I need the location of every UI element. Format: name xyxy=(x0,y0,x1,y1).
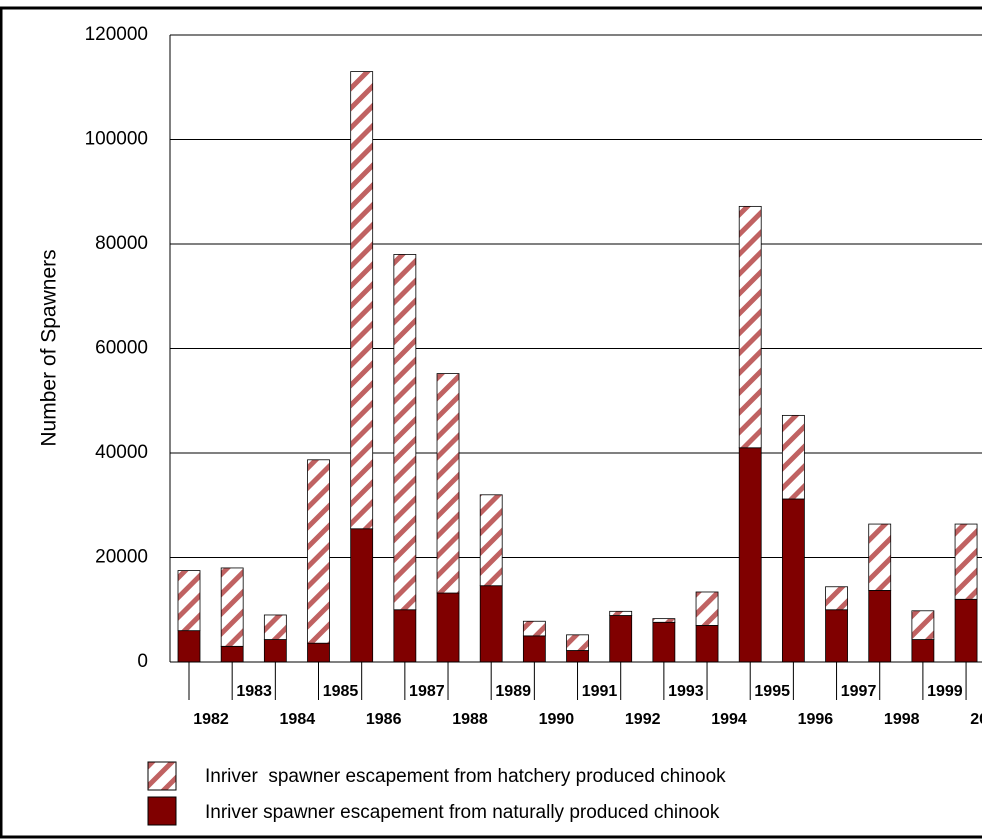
bar-segment xyxy=(307,459,330,644)
bar-segment xyxy=(566,650,589,663)
x-tick-label: 1992 xyxy=(625,711,661,728)
legend-label: Inriver spawner escapement from naturall… xyxy=(205,802,720,823)
legend-label: Inriver spawner escapement from hatchery… xyxy=(205,766,726,787)
x-tick-label: 1984 xyxy=(280,711,316,728)
bar-segment xyxy=(350,528,374,663)
y-tick-label: 60000 xyxy=(95,338,148,359)
y-tick-label: 100000 xyxy=(85,129,148,150)
x-tick-label: 1990 xyxy=(539,711,575,728)
bar-segment xyxy=(954,598,978,663)
bar-segment xyxy=(220,567,244,647)
bar-segment xyxy=(479,585,503,663)
x-tick-label: 1989 xyxy=(495,683,531,700)
x-tick-label: 1982 xyxy=(193,711,229,728)
x-tick-label: 1986 xyxy=(366,711,402,728)
x-tick-label: 1994 xyxy=(711,711,747,728)
y-tick-label: 80000 xyxy=(95,233,148,254)
bar-segment xyxy=(652,621,676,663)
bar-segment xyxy=(263,614,287,640)
bar-segment xyxy=(911,610,935,640)
x-tick-label: 1987 xyxy=(409,683,445,700)
bar-segment xyxy=(695,591,719,626)
bar-segment xyxy=(566,634,589,651)
x-tick-label: 1985 xyxy=(323,683,359,700)
bar-segment xyxy=(911,639,935,663)
bar-segment xyxy=(695,625,719,663)
x-tick-label: 1999 xyxy=(927,683,963,700)
x-tick-label: 1993 xyxy=(668,683,704,700)
y-axis-label: Number of Spawners xyxy=(38,249,61,446)
x-tick-label: 1997 xyxy=(841,683,877,700)
bar-segment xyxy=(220,645,244,663)
bar-segment xyxy=(738,205,762,449)
bar-segment xyxy=(781,414,805,500)
bar-segment xyxy=(609,610,633,616)
legend: Inriver spawner escapement from hatchery… xyxy=(147,761,726,826)
bar-segment xyxy=(522,635,546,663)
frame xyxy=(0,6,982,839)
x-tick-label: 1988 xyxy=(452,711,488,728)
bar-segment xyxy=(263,639,287,663)
bar-segment xyxy=(609,615,633,663)
x-tick-label: 1995 xyxy=(754,683,790,700)
bar-segment xyxy=(954,523,978,600)
bar-segment xyxy=(652,618,676,623)
x-tick-label: 1983 xyxy=(236,683,272,700)
bar-segment xyxy=(868,523,892,591)
bar-segment xyxy=(307,642,330,663)
bar-segment xyxy=(393,254,417,611)
bar-segment xyxy=(522,620,546,637)
bar-segment xyxy=(479,494,503,587)
bar-segment xyxy=(868,590,892,663)
y-tick-label: 40000 xyxy=(95,442,148,463)
x-tick-label: 1991 xyxy=(582,683,618,700)
bar-segment xyxy=(781,498,805,663)
y-tick-label: 120000 xyxy=(85,24,148,45)
bar-segment xyxy=(350,71,374,530)
bar-segment xyxy=(436,592,460,663)
y-tick-label: 0 xyxy=(137,651,148,672)
bar-segment xyxy=(825,609,848,663)
bar-segment xyxy=(177,630,201,663)
bar-segment xyxy=(825,586,848,611)
bar-segment xyxy=(393,609,417,663)
x-tick-label: 1996 xyxy=(798,711,834,728)
legend-swatch xyxy=(147,796,177,826)
x-tick-label: 2000 xyxy=(970,711,982,728)
x-tick-label: 1998 xyxy=(884,711,920,728)
legend-swatch xyxy=(147,761,177,791)
y-tick-label: 20000 xyxy=(95,547,148,568)
bar-segment xyxy=(177,570,201,632)
bar-segment xyxy=(738,447,762,663)
bar-segment xyxy=(436,373,460,594)
